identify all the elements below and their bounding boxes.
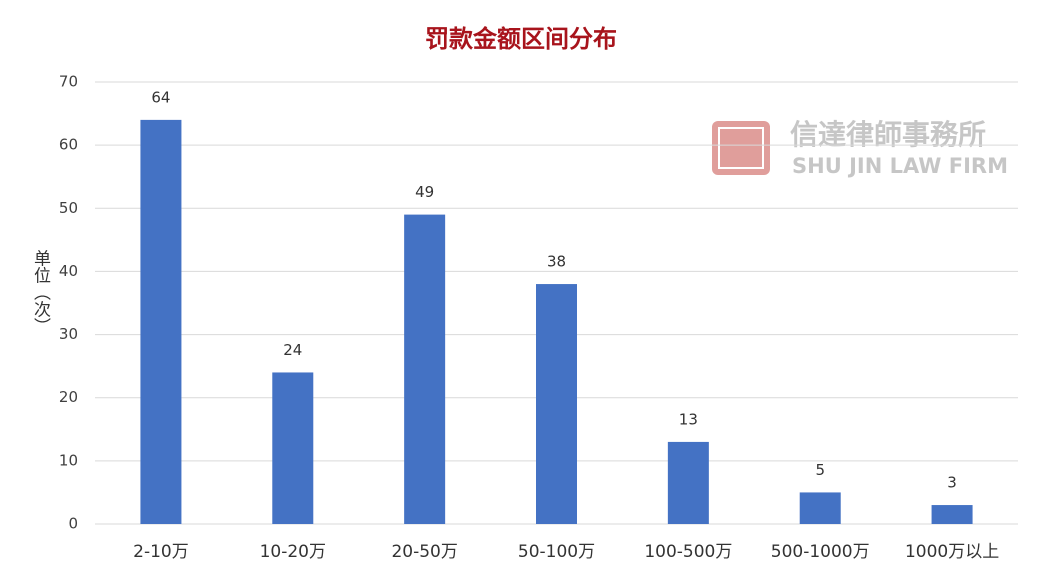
watermark-seal-inner xyxy=(718,127,764,169)
value-label: 49 xyxy=(415,183,434,201)
y-tick-label: 10 xyxy=(59,451,78,469)
value-label: 38 xyxy=(547,253,566,271)
bar xyxy=(140,119,182,524)
y-tick-label: 70 xyxy=(59,73,78,91)
watermark-seal xyxy=(712,121,770,175)
value-label: 24 xyxy=(283,341,302,359)
y-axis-label: 单位（次） xyxy=(30,249,51,334)
y-tick-label: 50 xyxy=(59,199,78,217)
watermark-name: 信達律師事務所 xyxy=(790,118,986,151)
watermark: 信達律師事務所 SHU JIN LAW FIRM xyxy=(712,118,1008,178)
x-tick-label: 20-50万 xyxy=(391,542,457,562)
y-tick-label: 60 xyxy=(59,136,78,154)
value-label: 13 xyxy=(679,410,698,428)
x-tick-label: 1000万以上 xyxy=(905,542,999,562)
x-tick-label: 100-500万 xyxy=(644,542,732,562)
x-tick-label: 10-20万 xyxy=(260,542,326,562)
bar xyxy=(272,372,314,524)
y-tick-label: 20 xyxy=(59,388,78,406)
y-tick-label: 40 xyxy=(59,262,78,280)
bar xyxy=(404,214,446,524)
x-tick-label: 500-1000万 xyxy=(771,542,870,562)
chart-title: 罚款金额区间分布 xyxy=(425,25,617,53)
bar xyxy=(799,492,841,524)
watermark-name-en: SHU JIN LAW FIRM xyxy=(792,154,1008,178)
bar xyxy=(667,441,709,524)
x-tick-label: 2-10万 xyxy=(133,542,189,562)
y-tick-label: 30 xyxy=(59,325,78,343)
y-tick-label: 0 xyxy=(68,515,78,533)
bar xyxy=(931,505,973,524)
value-label: 5 xyxy=(815,461,825,479)
bar xyxy=(536,284,577,524)
x-tick-label: 50-100万 xyxy=(518,542,595,562)
value-label: 3 xyxy=(947,474,957,492)
value-label: 64 xyxy=(151,88,170,106)
